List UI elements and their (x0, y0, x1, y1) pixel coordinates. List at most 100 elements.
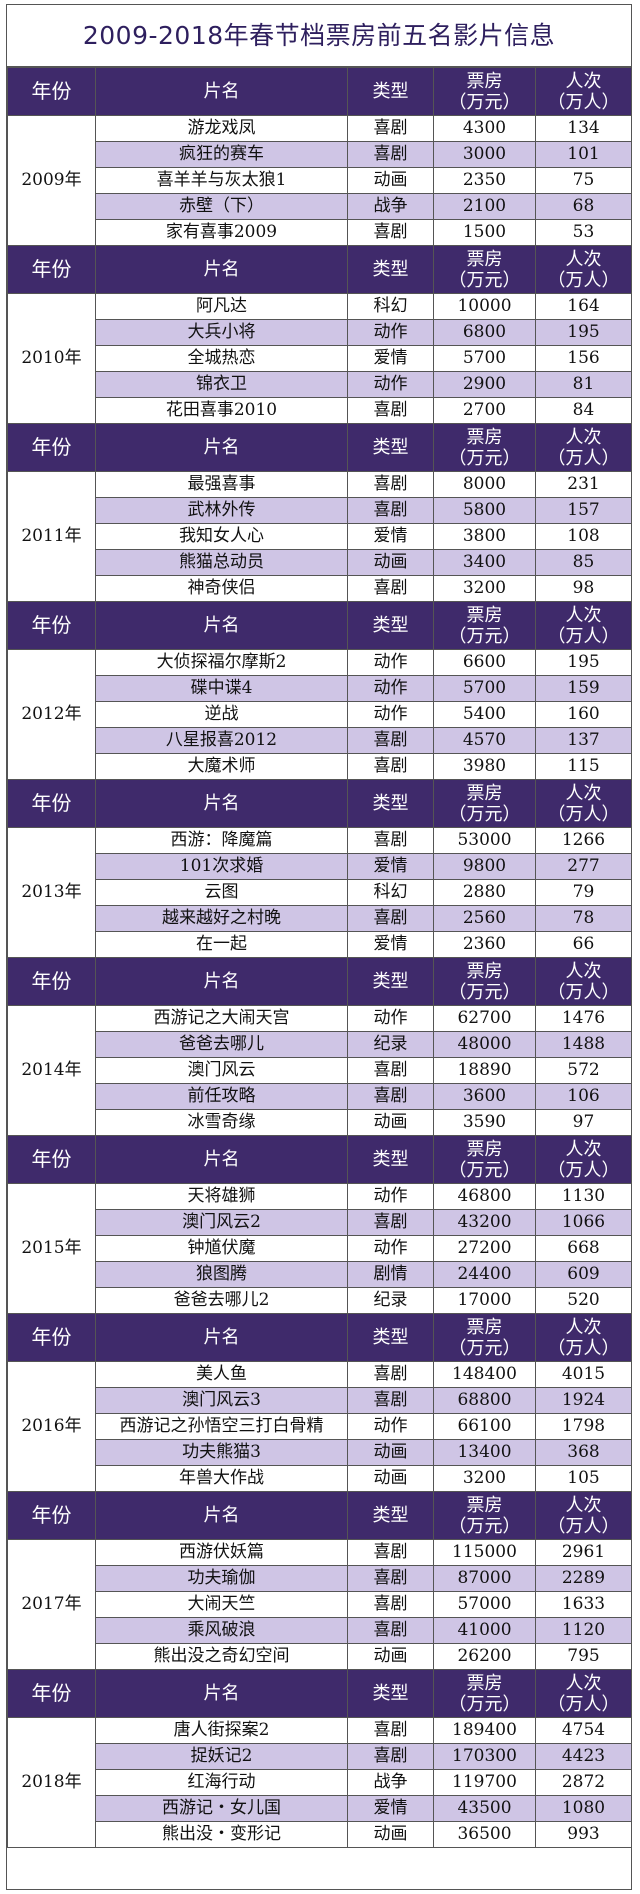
header-row: 年份 片名 类型 票房 （万元） 人次 （万人） (7, 1313, 632, 1362)
box-office-cell: 68800 (433, 1387, 536, 1414)
genre-cell: 战争 (347, 1769, 434, 1796)
table-row: 功夫熊猫3 动画 13400 368 (8, 1439, 632, 1466)
header-admissions-line1: 人次 (565, 248, 602, 270)
box-office-cell: 4300 (433, 115, 536, 142)
genre-cell: 喜剧 (347, 115, 434, 142)
table-row: 喜羊羊与灰太狼1 动画 2350 75 (8, 167, 632, 194)
genre-cell: 纪录 (347, 1287, 434, 1314)
box-office-cell: 27200 (433, 1235, 536, 1262)
table-row: 云图 科幻 2880 79 (8, 879, 632, 906)
film-name-cell: 冰雪奇缘 (95, 1109, 348, 1136)
box-office-cell: 26200 (433, 1643, 536, 1670)
header-row: 年份 片名 类型 票房 （万元） 人次 （万人） (7, 601, 632, 650)
header-box-office: 票房 （万元） (433, 957, 536, 1006)
header-admissions: 人次 （万人） (535, 1669, 632, 1718)
film-name-cell: 家有喜事2009 (95, 219, 348, 246)
header-box-office-line1: 票房 (466, 1672, 503, 1694)
film-name-cell: 澳门风云 (95, 1057, 348, 1084)
genre-cell: 动画 (347, 1643, 434, 1670)
table-row: 爸爸去哪儿 纪录 48000 1488 (8, 1031, 632, 1058)
header-year: 年份 (7, 957, 96, 1006)
box-office-cell: 66100 (433, 1413, 536, 1440)
box-office-cell: 3200 (433, 1465, 536, 1492)
header-film: 片名 (95, 1313, 348, 1362)
header-admissions: 人次 （万人） (535, 245, 632, 294)
genre-cell: 动作 (347, 371, 434, 398)
genre-cell: 动作 (347, 1183, 434, 1210)
genre-cell: 喜剧 (347, 471, 434, 498)
film-name-cell: 101次求婚 (95, 853, 348, 880)
header-box-office: 票房 （万元） (433, 1491, 536, 1540)
header-genre: 类型 (347, 779, 434, 828)
film-name-cell: 西游伏妖篇 (95, 1539, 348, 1566)
genre-cell: 动画 (347, 167, 434, 194)
header-box-office: 票房 （万元） (433, 245, 536, 294)
header-year: 年份 (7, 1669, 96, 1718)
genre-cell: 喜剧 (347, 141, 434, 168)
admissions-cell: 195 (535, 649, 632, 676)
film-name-cell: 天将雄狮 (95, 1183, 348, 1210)
admissions-cell: 157 (535, 497, 632, 524)
table-row: 2016年 美人鱼 喜剧 148400 4015 (7, 1361, 632, 1492)
table-row: 2015年 天将雄狮 动作 46800 1130 (7, 1183, 632, 1314)
box-office-table: 年份 片名 类型 票房 （万元） 人次 （万人） 2009年 游龙戏凤 喜剧 4300 134 疯狂的赛… (7, 67, 632, 1848)
admissions-cell: 53 (535, 219, 632, 246)
box-office-cell: 3200 (433, 575, 536, 602)
header-admissions-line1: 人次 (565, 604, 602, 626)
box-office-cell: 2560 (433, 905, 536, 932)
film-name-cell: 西游记・女儿国 (95, 1795, 348, 1822)
box-office-cell: 3980 (433, 753, 536, 780)
film-name-cell: 全城热恋 (95, 345, 348, 372)
box-office-cell: 3600 (433, 1083, 536, 1110)
header-admissions-line1: 人次 (565, 960, 602, 982)
year-cell: 2014年 (7, 1005, 96, 1136)
header-row: 年份 片名 类型 票房 （万元） 人次 （万人） (7, 1491, 632, 1540)
film-name-cell: 西游记之孙悟空三打白骨精 (95, 1413, 348, 1440)
admissions-cell: 2289 (535, 1565, 632, 1592)
table-row: 101次求婚 爱情 9800 277 (8, 853, 632, 880)
admissions-cell: 668 (535, 1235, 632, 1262)
genre-cell: 爱情 (347, 523, 434, 550)
admissions-cell: 134 (535, 115, 632, 142)
genre-cell: 喜剧 (347, 753, 434, 780)
film-name-cell: 捉妖记2 (95, 1743, 348, 1770)
year-cell: 2015年 (7, 1183, 96, 1314)
film-name-cell: 澳门风云2 (95, 1209, 348, 1236)
genre-cell: 动作 (347, 319, 434, 346)
header-admissions-line2: （万人） (547, 447, 620, 469)
header-box-office-line1: 票房 (466, 604, 503, 626)
year-cell: 2012年 (7, 649, 96, 780)
year-cell: 2010年 (7, 293, 96, 424)
film-name-cell: 熊猫总动员 (95, 549, 348, 576)
genre-cell: 战争 (347, 193, 434, 220)
header-admissions-line2: （万人） (547, 981, 620, 1003)
admissions-cell: 2872 (535, 1769, 632, 1796)
table-row: 2009年 游龙戏凤 喜剧 4300 134 (7, 115, 632, 246)
header-box-office: 票房 （万元） (433, 67, 536, 116)
header-year: 年份 (7, 423, 96, 472)
box-office-cell: 1500 (433, 219, 536, 246)
table-row: 西游记・女儿国 爱情 43500 1080 (8, 1795, 632, 1822)
header-admissions: 人次 （万人） (535, 423, 632, 472)
genre-cell: 喜剧 (347, 575, 434, 602)
genre-cell: 喜剧 (347, 727, 434, 754)
film-name-cell: 大魔术师 (95, 753, 348, 780)
header-year: 年份 (7, 67, 96, 116)
box-office-cell: 10000 (433, 293, 536, 320)
admissions-cell: 4423 (535, 1743, 632, 1770)
header-box-office: 票房 （万元） (433, 1313, 536, 1362)
film-name-cell: 狼图腾 (95, 1261, 348, 1288)
film-name-cell: 碟中谍4 (95, 675, 348, 702)
header-genre: 类型 (347, 1669, 434, 1718)
table-row: 西游记之孙悟空三打白骨精 动作 66100 1798 (8, 1413, 632, 1440)
table-row: 2012年 大侦探福尔摩斯2 动作 6600 195 (7, 649, 632, 780)
genre-cell: 喜剧 (347, 1743, 434, 1770)
genre-cell: 喜剧 (347, 1083, 434, 1110)
header-box-office-line1: 票房 (466, 1494, 503, 1516)
admissions-cell: 795 (535, 1643, 632, 1670)
header-box-office-line2: （万元） (448, 1337, 521, 1359)
table-row: 捉妖记2 喜剧 170300 4423 (8, 1743, 632, 1770)
genre-cell: 喜剧 (347, 1057, 434, 1084)
admissions-cell: 1266 (535, 827, 632, 854)
box-office-cell: 24400 (433, 1261, 536, 1288)
